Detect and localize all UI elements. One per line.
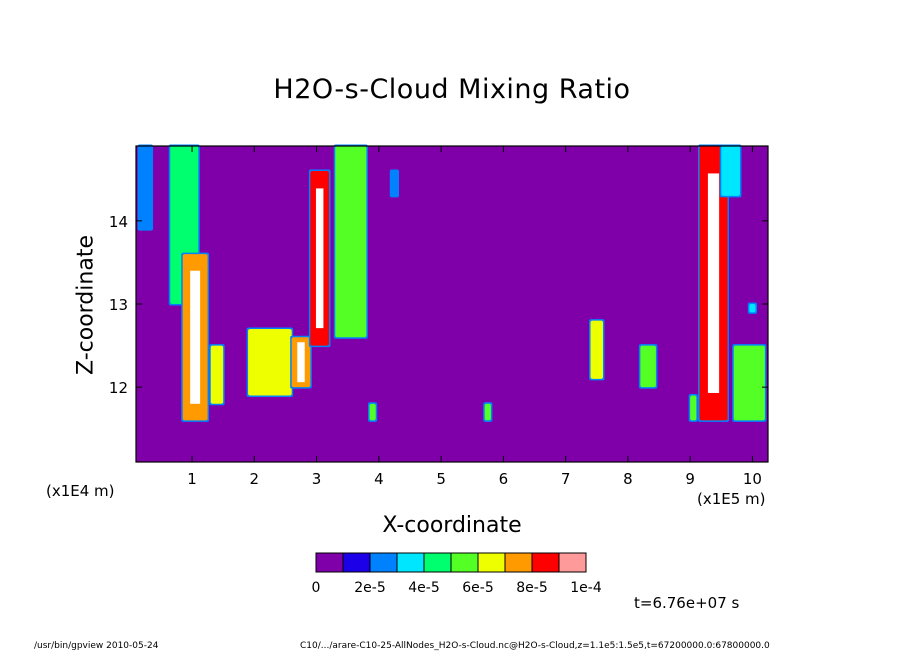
x-tick-label: 4 xyxy=(374,470,384,488)
x-tick-label: 7 xyxy=(561,470,571,488)
feature-patch xyxy=(590,320,603,379)
footer-program: /usr/bin/gpview 2010-05-24 xyxy=(34,641,159,651)
colorbar-label: 0 xyxy=(312,580,321,596)
x-axis-label: X-coordinate xyxy=(382,513,522,538)
footer-source: C10/.../arare-C10-25-AllNodes_H2O-s-Clou… xyxy=(300,641,770,651)
plot-background xyxy=(136,146,768,462)
colorbar-label: 4e-5 xyxy=(408,580,439,596)
x-tick-label: 8 xyxy=(623,470,633,488)
x-tick-label: 10 xyxy=(743,470,762,488)
feature-patch xyxy=(391,170,398,196)
colorbar-swatch xyxy=(423,552,452,573)
feature-patch xyxy=(484,403,491,421)
y-tick-label: 14 xyxy=(109,213,128,231)
feature-core xyxy=(315,188,324,329)
colorbar-label: 8e-5 xyxy=(516,580,547,596)
feature-patch xyxy=(749,304,756,313)
feature-patch xyxy=(640,345,656,388)
colorbar-swatch xyxy=(450,552,479,573)
z-unit-label: (x1E5 m) xyxy=(697,490,766,508)
feature-patch xyxy=(690,395,697,421)
x-tick-label: 6 xyxy=(499,470,509,488)
colorbar-swatch xyxy=(342,552,371,573)
colorbar-label: 1e-4 xyxy=(570,580,602,596)
time-label: t=6.76e+07 s xyxy=(634,594,740,612)
colorbar-swatch xyxy=(477,552,506,573)
x-tick-label: 1 xyxy=(187,470,197,488)
x-tick-label: 3 xyxy=(312,470,322,488)
colorbar-swatch xyxy=(315,552,344,573)
feature-core xyxy=(297,342,305,383)
x-unit-label: (x1E4 m) xyxy=(46,482,115,500)
feature-core xyxy=(707,173,720,393)
chart-title: H2O-s-Cloud Mixing Ratio xyxy=(273,74,631,105)
colorbar-swatch xyxy=(531,552,560,573)
feature-patch xyxy=(733,345,765,421)
colorbar-swatch xyxy=(558,552,587,573)
feature-patch xyxy=(335,146,367,338)
colorbar-swatch xyxy=(504,552,533,573)
feature-patch xyxy=(721,146,740,196)
y-tick-label: 13 xyxy=(109,296,128,314)
colorbar-label: 2e-5 xyxy=(354,580,385,596)
y-tick-label: 12 xyxy=(109,379,128,397)
colorbar-label: 6e-5 xyxy=(462,580,493,596)
feature-patch xyxy=(210,345,224,404)
x-tick-label: 2 xyxy=(250,470,260,488)
feature-patch xyxy=(139,146,152,230)
colorbar-swatch xyxy=(396,552,425,573)
x-tick-label: 9 xyxy=(685,470,695,488)
colorbar-swatch xyxy=(369,552,398,573)
x-tick-label: 5 xyxy=(436,470,446,488)
feature-patch xyxy=(369,403,376,421)
feature-patch xyxy=(248,328,292,396)
feature-core xyxy=(190,270,201,404)
